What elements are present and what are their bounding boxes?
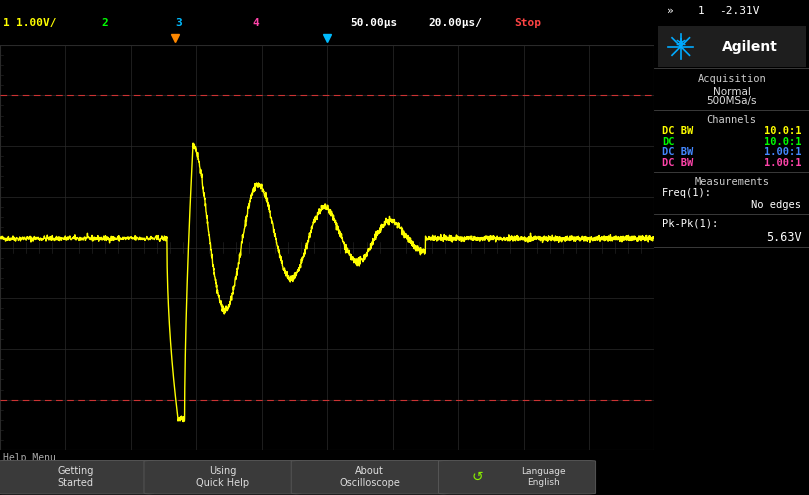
Text: Pk-Pk(1):: Pk-Pk(1): xyxy=(663,219,718,229)
Text: About
Oscilloscope: About Oscilloscope xyxy=(339,466,400,488)
Text: Using
Quick Help: Using Quick Help xyxy=(196,466,249,488)
Text: Help Menu: Help Menu xyxy=(3,452,56,463)
Text: 1: 1 xyxy=(697,6,705,16)
Text: »: » xyxy=(667,6,674,16)
Text: DC BW: DC BW xyxy=(663,158,693,168)
Text: Freq(1):: Freq(1): xyxy=(663,188,712,198)
Text: DC: DC xyxy=(663,137,675,147)
Text: 20.00µs/: 20.00µs/ xyxy=(429,18,483,28)
FancyBboxPatch shape xyxy=(658,26,806,67)
FancyBboxPatch shape xyxy=(144,460,301,494)
FancyBboxPatch shape xyxy=(654,0,809,22)
Text: Language
English: Language English xyxy=(521,467,565,487)
Text: 1.00:1: 1.00:1 xyxy=(764,148,801,157)
Text: No edges: No edges xyxy=(752,200,801,210)
Text: DC BW: DC BW xyxy=(663,126,693,136)
Text: Stop: Stop xyxy=(514,18,540,28)
Text: -2.31V: -2.31V xyxy=(719,6,760,16)
Text: 10.0:1: 10.0:1 xyxy=(764,126,801,136)
Text: 50.00µs: 50.00µs xyxy=(350,18,397,28)
Text: ↺: ↺ xyxy=(472,470,484,484)
Text: 1: 1 xyxy=(3,18,10,28)
Text: DC BW: DC BW xyxy=(663,148,693,157)
Text: 4: 4 xyxy=(252,18,259,28)
Text: 3: 3 xyxy=(176,18,182,28)
Text: Normal: Normal xyxy=(713,87,751,97)
Text: *: * xyxy=(676,37,686,56)
Text: Acquisition: Acquisition xyxy=(697,74,766,84)
Text: 2: 2 xyxy=(101,18,108,28)
FancyBboxPatch shape xyxy=(291,460,448,494)
Text: Measurements: Measurements xyxy=(694,177,769,187)
Text: Channels: Channels xyxy=(707,115,756,125)
Text: Getting
Started: Getting Started xyxy=(57,466,94,488)
FancyBboxPatch shape xyxy=(0,460,154,494)
Text: 5.63V: 5.63V xyxy=(765,231,801,244)
FancyBboxPatch shape xyxy=(438,460,595,494)
Text: 10.0:1: 10.0:1 xyxy=(764,137,801,147)
Text: 500MSa/s: 500MSa/s xyxy=(706,97,757,106)
Text: 1.00:1: 1.00:1 xyxy=(764,158,801,168)
Text: Agilent: Agilent xyxy=(722,40,778,53)
Text: 1.00V/: 1.00V/ xyxy=(16,18,57,28)
